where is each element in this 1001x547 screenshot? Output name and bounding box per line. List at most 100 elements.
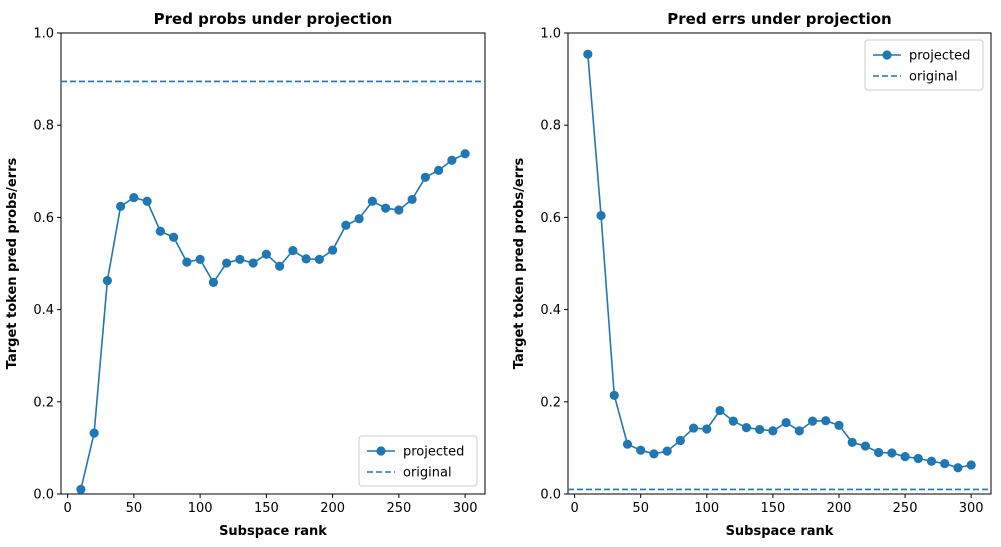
- x-tick-label: 300: [453, 501, 478, 516]
- data-point: [76, 484, 86, 494]
- chart-title: Pred errs under projection: [667, 10, 891, 28]
- data-point: [301, 254, 311, 264]
- data-point: [367, 196, 377, 206]
- chart-panel-left: Pred probs under projection 0 50 100 150 200 2…: [5, 10, 486, 539]
- y-tick-label: 0.0: [540, 488, 561, 503]
- data-point: [755, 424, 765, 435]
- x-tick-label: 200: [827, 501, 852, 516]
- data-point: [129, 192, 139, 203]
- chart-title: Pred probs under projection: [154, 10, 393, 28]
- y-tick-label: 0.4: [540, 303, 561, 318]
- data-point: [434, 165, 444, 175]
- data-point: [596, 210, 606, 221]
- data-point: [728, 416, 738, 426]
- legend-projected-marker: [882, 50, 892, 60]
- x-tick-label: 100: [188, 501, 213, 516]
- y-tick-label: 0.8: [33, 119, 54, 134]
- data-point: [794, 426, 804, 436]
- data-point: [89, 428, 99, 438]
- y-axis-label: Target token pred probs/errs: [5, 158, 20, 370]
- chart-panel-right: Pred errs under projection 0 50 100 150 200 25…: [512, 10, 992, 539]
- data-point: [261, 249, 271, 259]
- data-point: [288, 245, 298, 256]
- legend: projected original: [864, 39, 984, 91]
- legend-projected-label: projected: [909, 49, 970, 64]
- data-point: [807, 416, 818, 426]
- data-point: [834, 420, 844, 430]
- data-point: [702, 424, 712, 434]
- data-point: [821, 416, 831, 426]
- data-point: [407, 194, 417, 205]
- data-point: [155, 226, 165, 236]
- data-point: [142, 196, 152, 206]
- x-tick-label: 150: [760, 501, 785, 516]
- y-tick-label: 0.2: [540, 395, 561, 410]
- y-tick-label: 0.2: [33, 395, 54, 410]
- data-point: [887, 448, 897, 458]
- data-point: [341, 220, 351, 230]
- series-projected-line: [587, 54, 972, 469]
- data-point: [169, 232, 179, 242]
- x-tick-label: 300: [959, 501, 984, 516]
- data-point: [208, 277, 218, 288]
- data-point: [420, 172, 430, 182]
- y-tick-label: 1.0: [540, 27, 561, 42]
- data-point: [874, 447, 884, 458]
- data-point: [741, 423, 752, 433]
- legend-projected-label: projected: [403, 445, 464, 460]
- data-point: [662, 446, 672, 456]
- x-tick-label: 250: [893, 501, 918, 516]
- data-point: [926, 456, 937, 466]
- data-point: [235, 254, 245, 264]
- x-tick-label: 0: [63, 501, 71, 516]
- y-tick-label: 0.4: [33, 303, 54, 318]
- data-point: [381, 203, 391, 213]
- legend-box: [358, 435, 478, 487]
- data-point: [953, 463, 963, 473]
- data-point: [688, 423, 699, 433]
- x-tick-label: 50: [632, 501, 649, 516]
- data-point: [116, 201, 126, 211]
- data-point: [275, 261, 285, 271]
- data-point: [715, 405, 725, 416]
- data-point: [583, 49, 593, 59]
- data-point: [354, 214, 364, 224]
- legend: projected original: [358, 435, 478, 487]
- x-tick-label: 100: [694, 501, 719, 516]
- data-point: [394, 205, 404, 215]
- data-point: [913, 453, 923, 464]
- data-point: [768, 426, 778, 436]
- data-point: [649, 449, 659, 459]
- x-axis-label: Subspace rank: [219, 524, 327, 539]
- data-point: [860, 441, 871, 451]
- data-point: [781, 417, 791, 428]
- axes-frame: [567, 32, 992, 495]
- x-tick-label: 0: [570, 501, 578, 516]
- y-tick-label: 1.0: [33, 27, 54, 42]
- data-point: [182, 257, 192, 267]
- legend-original-label: original: [909, 70, 958, 85]
- legend-box: [864, 39, 984, 91]
- legend-projected-marker: [376, 446, 386, 456]
- axes-frame: [60, 32, 486, 495]
- y-tick-label: 0.8: [540, 119, 561, 134]
- data-point: [966, 460, 976, 470]
- legend-original-label: original: [403, 466, 452, 481]
- data-point: [622, 439, 633, 449]
- y-tick-label: 0.0: [33, 488, 54, 503]
- data-point: [636, 445, 646, 455]
- data-point: [940, 458, 950, 469]
- data-point: [847, 437, 857, 447]
- y-tick-label: 0.6: [33, 211, 54, 226]
- data-point: [900, 452, 910, 462]
- data-point: [248, 258, 258, 268]
- data-point: [314, 254, 324, 264]
- data-point: [102, 275, 112, 286]
- x-axis-label: Subspace rank: [726, 524, 834, 539]
- data-point: [675, 435, 685, 446]
- y-tick-label: 0.6: [540, 211, 561, 226]
- x-tick-label: 250: [386, 501, 411, 516]
- y-axis-label: Target token pred probs/errs: [512, 158, 527, 370]
- data-point: [447, 155, 457, 165]
